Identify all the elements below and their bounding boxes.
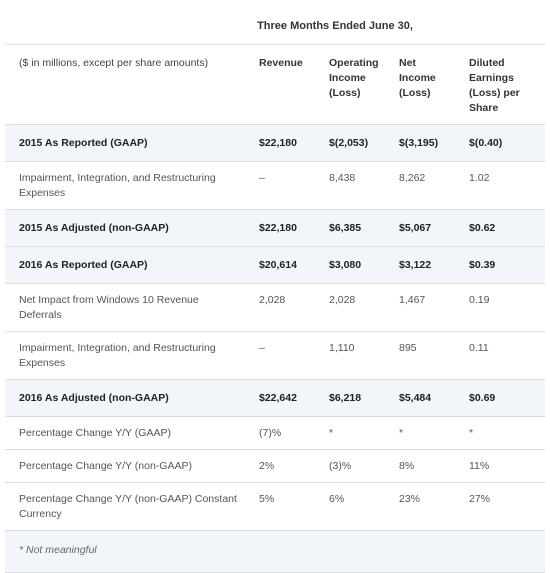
table-row: 2016 As Reported (GAAP) $20,614 $3,080 $… (5, 246, 545, 284)
column-header-net-income: Net Income (Loss) (385, 44, 455, 125)
cell-operating-income: (3)% (315, 449, 385, 483)
column-header-description: ($ in millions, except per share amounts… (5, 44, 245, 125)
row-label: Impairment, Integration, and Restructuri… (5, 161, 245, 210)
cell-eps: 11% (455, 449, 545, 483)
row-label: Percentage Change Y/Y (non-GAAP) (5, 449, 245, 483)
cell-revenue: (7)% (245, 416, 315, 450)
cell-operating-income: $6,385 (315, 209, 385, 247)
footnote: * Not meaningful (5, 530, 545, 573)
cell-operating-income: 8,438 (315, 161, 385, 210)
row-label: 2015 As Adjusted (non-GAAP) (5, 209, 245, 247)
financial-table-container: Three Months Ended June 30, ($ in millio… (5, 7, 545, 573)
cell-net-income: $5,067 (385, 209, 455, 247)
cell-revenue: – (245, 161, 315, 210)
row-label: Percentage Change Y/Y (GAAP) (5, 416, 245, 450)
cell-operating-income: $(2,053) (315, 124, 385, 162)
cell-revenue: $22,180 (245, 124, 315, 162)
cell-operating-income: 6% (315, 482, 385, 531)
footnote-row: * Not meaningful (5, 530, 545, 573)
cell-revenue: 5% (245, 482, 315, 531)
cell-eps: $(0.40) (455, 124, 545, 162)
cell-net-income: 23% (385, 482, 455, 531)
table-row: Impairment, Integration, and Restructuri… (5, 331, 545, 380)
table-row: Percentage Change Y/Y (non-GAAP) Constan… (5, 482, 545, 531)
cell-revenue: 2% (245, 449, 315, 483)
row-label: Percentage Change Y/Y (non-GAAP) Constan… (5, 482, 245, 531)
cell-operating-income: $6,218 (315, 379, 385, 417)
row-label: 2015 As Reported (GAAP) (5, 124, 245, 162)
cell-revenue: $22,642 (245, 379, 315, 417)
cell-eps: $0.39 (455, 246, 545, 284)
table-row: Net Impact from Windows 10 Revenue Defer… (5, 283, 545, 332)
cell-net-income: $3,122 (385, 246, 455, 284)
cell-operating-income: 2,028 (315, 283, 385, 332)
cell-eps: 0.19 (455, 283, 545, 332)
table-row: Percentage Change Y/Y (non-GAAP) 2% (3)%… (5, 449, 545, 483)
row-label: Impairment, Integration, and Restructuri… (5, 331, 245, 380)
column-header-row: ($ in millions, except per share amounts… (5, 44, 545, 125)
table-row: 2015 As Reported (GAAP) $22,180 $(2,053)… (5, 124, 545, 162)
cell-net-income: $5,484 (385, 379, 455, 417)
cell-revenue: $20,614 (245, 246, 315, 284)
cell-eps: * (455, 416, 545, 450)
cell-net-income: 1,467 (385, 283, 455, 332)
cell-eps: 1.02 (455, 161, 545, 210)
table-row: 2015 As Adjusted (non-GAAP) $22,180 $6,3… (5, 209, 545, 247)
row-label: 2016 As Adjusted (non-GAAP) (5, 379, 245, 417)
financial-table: ($ in millions, except per share amounts… (5, 44, 545, 573)
cell-eps: $0.62 (455, 209, 545, 247)
cell-revenue: – (245, 331, 315, 380)
table-header-band: Three Months Ended June 30, (5, 7, 545, 44)
column-header-operating-income: Operating Income (Loss) (315, 44, 385, 125)
row-label: 2016 As Reported (GAAP) (5, 246, 245, 284)
cell-net-income: 8% (385, 449, 455, 483)
cell-eps: $0.69 (455, 379, 545, 417)
table-row: 2016 As Adjusted (non-GAAP) $22,642 $6,2… (5, 379, 545, 417)
cell-operating-income: 1,110 (315, 331, 385, 380)
cell-net-income: * (385, 416, 455, 450)
cell-net-income: 8,262 (385, 161, 455, 210)
cell-eps: 27% (455, 482, 545, 531)
row-label: Net Impact from Windows 10 Revenue Defer… (5, 283, 245, 332)
cell-eps: 0.11 (455, 331, 545, 380)
cell-net-income: 895 (385, 331, 455, 380)
period-title: Three Months Ended June 30, (257, 19, 413, 32)
column-header-eps: Diluted Earnings (Loss) per Share (455, 44, 545, 125)
column-header-revenue: Revenue (245, 44, 315, 125)
cell-net-income: $(3,195) (385, 124, 455, 162)
cell-operating-income: $3,080 (315, 246, 385, 284)
cell-revenue: $22,180 (245, 209, 315, 247)
cell-operating-income: * (315, 416, 385, 450)
cell-revenue: 2,028 (245, 283, 315, 332)
table-row: Percentage Change Y/Y (GAAP) (7)% * * * (5, 416, 545, 450)
table-row: Impairment, Integration, and Restructuri… (5, 161, 545, 210)
